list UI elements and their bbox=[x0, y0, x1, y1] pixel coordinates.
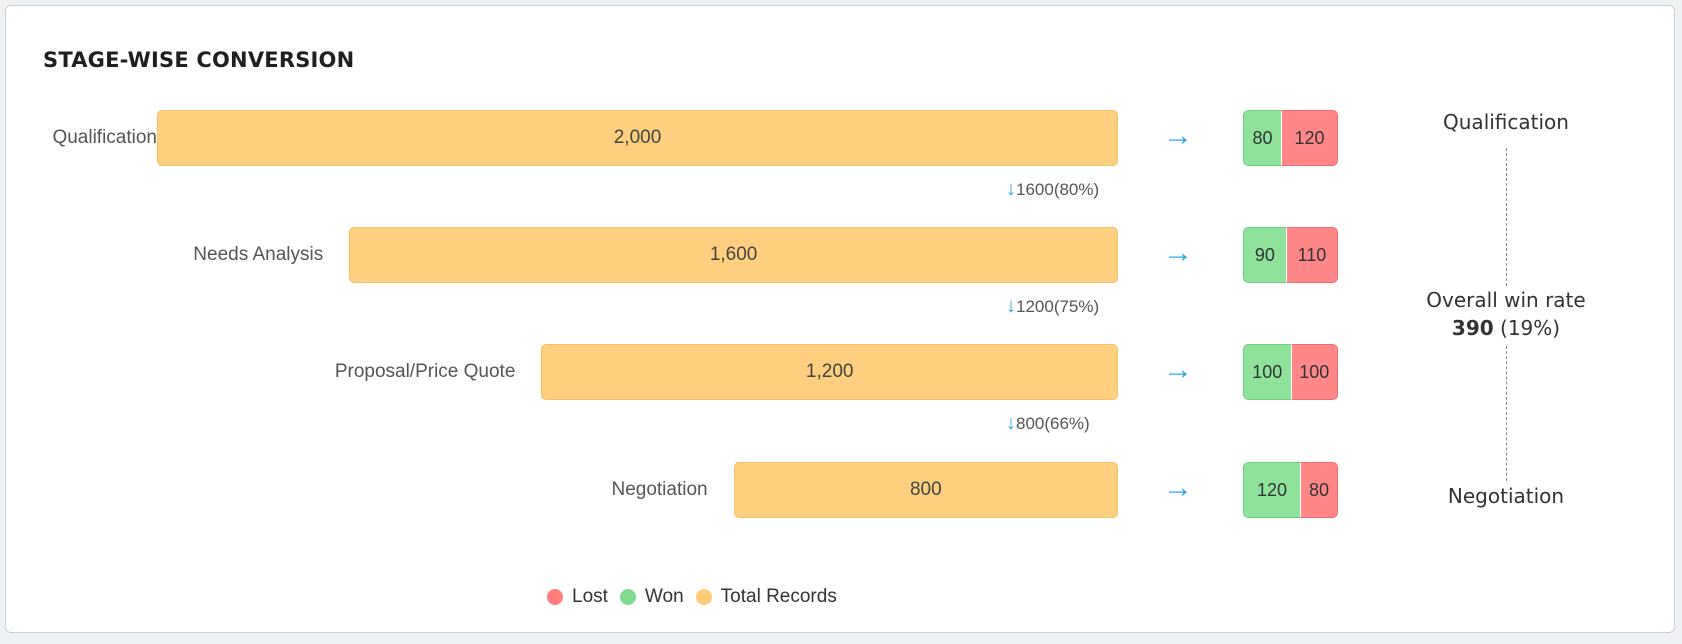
stage-label-qualification: Qualification bbox=[52, 127, 157, 148]
stage-label-negotiation: Negotiation bbox=[611, 479, 708, 500]
summary-top-label: Qualification bbox=[1443, 110, 1569, 134]
win-pct: (19%) bbox=[1500, 316, 1561, 340]
summary-line-top bbox=[1506, 148, 1507, 286]
stage-conversion-card: STAGE-WISE CONVERSION Qualification 2,000… bbox=[5, 5, 1675, 633]
conversion-label-needs-analysis: ↓1200(75%) bbox=[1006, 295, 1099, 318]
legend-won[interactable]: Won bbox=[619, 586, 684, 608]
conversion-text: 1600(80%) bbox=[1016, 180, 1100, 199]
summary-win-rate: Overall win rate 390 (19%) bbox=[1396, 286, 1616, 342]
won-segment[interactable]: 80 bbox=[1243, 110, 1281, 166]
win-count: 390 bbox=[1451, 316, 1494, 340]
legend-total[interactable]: Total Records bbox=[695, 586, 837, 608]
down-arrow-icon: ↓ bbox=[1006, 295, 1016, 317]
total-bar-negotiation[interactable]: 800 bbox=[733, 462, 1118, 518]
flow-arrow-icon: → bbox=[1163, 353, 1193, 386]
won-lost-bar-qualification: 80 120 bbox=[1243, 110, 1338, 166]
won-segment[interactable]: 100 bbox=[1243, 344, 1291, 400]
total-bar-label: 2,000 bbox=[613, 127, 662, 148]
won-segment[interactable]: 120 bbox=[1243, 462, 1300, 518]
total-bar-qualification[interactable]: 2,000 bbox=[157, 110, 1118, 166]
won-lost-bar-proposal-price-quote: 100 100 bbox=[1243, 344, 1338, 400]
win-rate-label: Overall win rate bbox=[1426, 288, 1586, 312]
won-lost-bar-negotiation: 120 80 bbox=[1243, 462, 1338, 518]
won-segment[interactable]: 90 bbox=[1243, 227, 1286, 283]
legend: Lost Won Total Records bbox=[547, 586, 849, 608]
chart-title: STAGE-WISE CONVERSION bbox=[43, 48, 355, 72]
legend-lost-dot bbox=[547, 589, 563, 605]
down-arrow-icon: ↓ bbox=[1006, 412, 1016, 434]
conversion-text: 800(66%) bbox=[1016, 414, 1090, 433]
flow-arrow-icon: → bbox=[1163, 119, 1193, 152]
win-rate-value: 390 (19%) bbox=[1396, 314, 1616, 342]
flow-arrow-icon: → bbox=[1163, 471, 1193, 504]
down-arrow-icon: ↓ bbox=[1006, 178, 1016, 200]
total-bar-needs-analysis[interactable]: 1,600 bbox=[349, 227, 1118, 283]
total-bar-label: 800 bbox=[909, 479, 942, 500]
conversion-label-proposal-price-quote: ↓800(66%) bbox=[1006, 412, 1090, 435]
stage-label-needs-analysis: Needs Analysis bbox=[193, 244, 324, 265]
lost-segment[interactable]: 100 bbox=[1290, 344, 1338, 400]
conversion-text: 1200(75%) bbox=[1016, 297, 1100, 316]
total-bar-proposal-price-quote[interactable]: 1,200 bbox=[541, 344, 1118, 400]
stage-label-proposal-price-quote: Proposal/Price Quote bbox=[334, 361, 516, 382]
lost-segment[interactable]: 110 bbox=[1285, 227, 1338, 283]
legend-total-dot bbox=[695, 589, 712, 605]
legend-won-label: Won bbox=[644, 586, 684, 607]
summary-bottom-label: Negotiation bbox=[1447, 484, 1565, 508]
legend-lost-label: Lost bbox=[572, 586, 608, 607]
summary-line-bottom bbox=[1506, 346, 1507, 481]
legend-lost[interactable]: Lost bbox=[547, 586, 608, 608]
lost-segment[interactable]: 120 bbox=[1281, 110, 1338, 166]
conversion-label-qualification: ↓1600(80%) bbox=[1006, 178, 1099, 201]
flow-arrow-icon: → bbox=[1163, 236, 1193, 269]
total-bar-label: 1,200 bbox=[805, 361, 854, 382]
won-lost-bar-needs-analysis: 90 110 bbox=[1243, 227, 1338, 283]
lost-segment[interactable]: 80 bbox=[1300, 462, 1338, 518]
total-bar-label: 1,600 bbox=[709, 244, 758, 265]
legend-total-label: Total Records bbox=[720, 586, 837, 607]
legend-won-dot bbox=[619, 589, 636, 605]
